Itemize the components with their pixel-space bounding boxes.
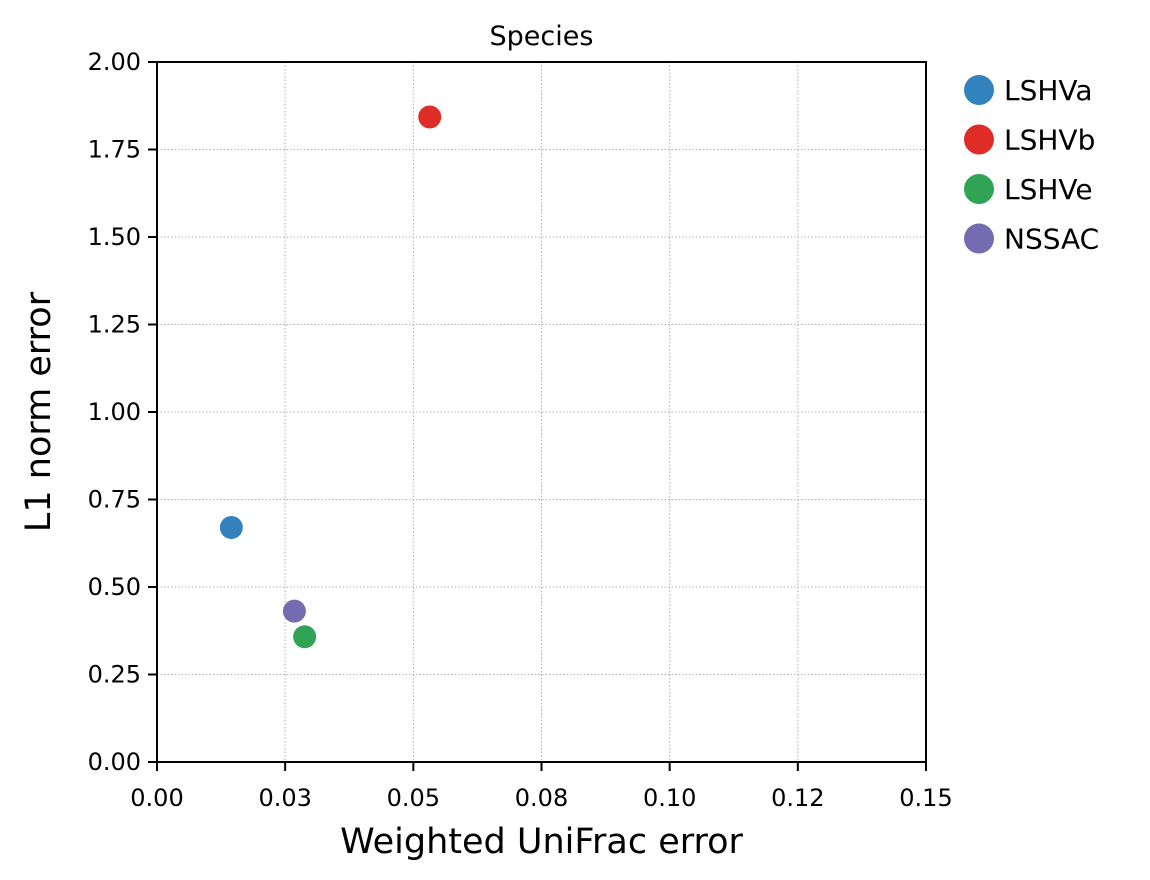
x-tick-label: 0.12 bbox=[771, 784, 824, 812]
y-tick-label: 0.75 bbox=[88, 486, 141, 514]
y-axis-label: L1 norm error bbox=[19, 291, 59, 532]
x-tick-label: 0.00 bbox=[130, 784, 183, 812]
legend-label-nssac: NSSAC bbox=[1004, 223, 1099, 256]
y-tick-label: 1.00 bbox=[88, 398, 141, 426]
y-tick-label: 2.00 bbox=[88, 48, 141, 76]
data-point-lshve bbox=[293, 625, 317, 649]
x-tick-label: 0.15 bbox=[899, 784, 952, 812]
data-point-nssac bbox=[282, 599, 306, 623]
legend-label-lshve: LSHVe bbox=[1004, 173, 1093, 206]
y-tick-label: 1.50 bbox=[88, 223, 141, 251]
data-point-lshva bbox=[219, 516, 243, 539]
legend-marker-lshvb bbox=[964, 124, 994, 155]
y-tick-label: 1.75 bbox=[88, 136, 141, 164]
legend-label-lshva: LSHVa bbox=[1004, 74, 1093, 107]
points-layer bbox=[219, 105, 442, 649]
legend: LSHVa LSHVb LSHVe NSSAC bbox=[964, 74, 1099, 256]
y-tick-label: 0.25 bbox=[88, 661, 141, 689]
grid-layer bbox=[156, 61, 927, 763]
y-tick-label: 1.25 bbox=[88, 311, 141, 339]
x-axis-label: Weighted UniFrac error bbox=[340, 822, 743, 862]
y-tick-label: 0.00 bbox=[88, 748, 141, 776]
x-tick-label: 0.08 bbox=[515, 784, 568, 812]
x-tick-label: 0.05 bbox=[387, 784, 440, 812]
legend-marker-lshva bbox=[964, 75, 994, 105]
y-tick-label: 0.50 bbox=[88, 573, 141, 601]
legend-marker-nssac bbox=[964, 223, 994, 254]
chart-title: Species bbox=[490, 21, 594, 52]
legend-marker-lshve bbox=[964, 174, 994, 204]
data-point-lshvb bbox=[418, 105, 442, 129]
ticks-layer: 0.00 0.03 0.05 0.08 0.10 0.12 0.15 0.00 0.25 0.50… bbox=[88, 48, 953, 812]
legend-label-lshvb: LSHVb bbox=[1004, 124, 1095, 157]
x-tick-label: 0.10 bbox=[643, 784, 696, 812]
x-tick-label: 0.03 bbox=[258, 784, 311, 812]
